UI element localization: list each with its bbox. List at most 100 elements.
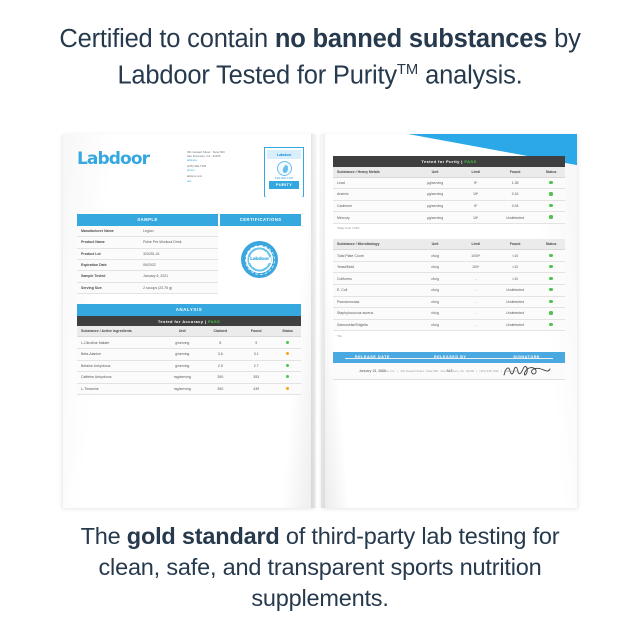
status-dot-amber (285, 352, 290, 356)
analysis-found: 2.7 (238, 360, 275, 373)
table-row: Expiration Date 09/2022 (77, 259, 219, 272)
col-unit: Unit (162, 326, 203, 338)
analysis-title: ANALYSIS (77, 304, 301, 316)
micro-limit: 1000* (458, 249, 494, 262)
ribbon-brand: Labdoor (267, 150, 301, 159)
analysis-found: 439 (238, 383, 275, 396)
analysis-status (274, 383, 301, 396)
metal-status (537, 188, 565, 201)
metal-found: 1.35 (493, 177, 538, 190)
metal-limit: 15* (458, 211, 494, 224)
sample-value: January 6, 2021 (139, 270, 219, 283)
caption-part1: The (80, 523, 127, 549)
status-dot-green (285, 363, 290, 367)
micro-status (537, 261, 565, 274)
sample-table-body: Manufacturer Name Legion Product Name Pu… (77, 225, 219, 295)
analysis-claimed: 8 (202, 336, 239, 349)
analysis-section: ANALYSIS Tested for Accuracy | PASS Subs… (77, 304, 301, 396)
heavy-metals-table: Substance / Heavy Metals Unit Limit Foun… (333, 166, 565, 224)
table-row: Arsenic µg/serving 15* 0.16 (333, 188, 565, 201)
headline-part1: Certified to contain (59, 25, 275, 53)
micro-status (537, 296, 565, 309)
status-dot-green (285, 375, 290, 379)
metal-status (537, 200, 565, 213)
sample-key: Serving Size (77, 282, 140, 295)
micro-status (537, 307, 565, 320)
sample-key: Product Name (77, 236, 140, 249)
table-row: Yeast/Mold cfu/g 100* <10 (333, 261, 565, 274)
micro-found: Undetected (493, 296, 538, 309)
micro-substance: Total Plate Count (333, 249, 412, 262)
sample-key: Sample Tested (77, 270, 140, 283)
analysis-claimed: 2.5 (202, 360, 239, 373)
contact-phone: (415) 349-7339 (187, 164, 207, 169)
sample-key: Expiration Date (77, 259, 140, 272)
seal-brand-label: Labdoor (248, 256, 271, 263)
status-dot-green (549, 192, 553, 196)
col-release-date: RELEASE DATE (354, 355, 390, 360)
table-row: Product Name Pulse Pre-Workout Drink (77, 236, 219, 249)
analysis-status-value: PASS (207, 318, 221, 324)
purity-status-value: PASS (464, 158, 477, 164)
sample-key: Product Lot (77, 248, 140, 260)
analysis-found: 353 (238, 371, 275, 384)
table-row: Serving Size 2 scoops (23.76 g) (77, 282, 219, 295)
table-row: Manufacturer Name Legion (77, 225, 219, 238)
col-unit: Unit (411, 166, 459, 178)
caption-part2: of third-party lab testing for clean, sa… (98, 523, 560, 611)
tested-for-purity-ribbon-seal: Labdoor TESTED FOR PURITY (264, 147, 304, 197)
microbiology-table-header: Substance / Microbiology Unit Limit Foun… (333, 239, 565, 251)
micro-substance: Salmonella/Shigella (333, 319, 412, 332)
purity-footnote: *Daily Limit | %DV (337, 226, 360, 231)
col-substance: Substance / Heavy Metals (333, 166, 412, 178)
micro-unit: cfu/g (411, 249, 459, 262)
metal-limit: 15* (458, 188, 494, 201)
micro-unit: cfu/g (411, 296, 459, 309)
metal-substance: Lead (333, 177, 412, 190)
analysis-unit: mg/serving (162, 383, 203, 396)
metal-limit: 5* (458, 200, 494, 213)
contact-phone-label: phone (187, 168, 195, 173)
metal-unit: µg/serving (411, 200, 459, 213)
sample-value: Legion (139, 225, 219, 238)
status-dot-green (549, 203, 553, 208)
micro-substance: Staphylococcus aureus (333, 307, 412, 320)
micro-found: <10 (493, 249, 538, 262)
micro-substance: Pseudomonas (333, 296, 412, 309)
micro-limit: - (458, 307, 494, 320)
metal-substance: Cadmium (333, 200, 412, 213)
analysis-substance: Caffeine Anhydrous (77, 371, 163, 384)
micro-found: Undetected (493, 307, 538, 320)
table-row: Salmonella/Shigella cfu/g - Undetected (333, 319, 565, 332)
metal-unit: µg/serving (411, 211, 459, 224)
metal-status (537, 211, 565, 224)
analysis-unit: g/serving (162, 360, 203, 373)
droplet-icon (276, 161, 292, 176)
col-status: Status (537, 239, 565, 251)
contact-site: labdoor.com (187, 174, 203, 179)
contact-site-label: site (187, 178, 192, 183)
table-row: Sample Tested January 6, 2021 (77, 270, 219, 283)
micro-status (537, 272, 565, 286)
analysis-substance: Betaine Anhydrous (77, 360, 163, 373)
table-row: Caffeine Anhydrous mg/serving 350 353 (77, 371, 301, 384)
certifications-box: Labdoor (218, 226, 301, 294)
metal-substance: Arsenic (333, 188, 412, 201)
headline-part3: analysis. (418, 61, 523, 90)
sample-value: 2 scoops (23.76 g) (139, 282, 219, 295)
micro-limit: - (458, 272, 494, 286)
micro-found: Undetected (493, 284, 538, 297)
signature-icon (503, 366, 551, 376)
micro-unit: cfu/g (411, 261, 459, 274)
heavy-metals-table-header: Substance / Heavy Metals Unit Limit Foun… (333, 166, 565, 178)
table-row: Pseudomonas cfu/g - Undetected (333, 296, 565, 309)
micro-found: Undetected (493, 319, 538, 332)
col-found: Found (493, 239, 538, 251)
contact-block: 301 Howard Street · Suite 600 San Franci… (187, 150, 243, 183)
table-row: Lead µg/serving 5* 1.35 (333, 177, 565, 190)
status-dot-green (549, 215, 553, 219)
analysis-status (274, 336, 301, 349)
table-row: Beta-Alanine g/serving 3.6 3.1 (77, 348, 301, 361)
micro-limit: 100* (458, 261, 494, 274)
